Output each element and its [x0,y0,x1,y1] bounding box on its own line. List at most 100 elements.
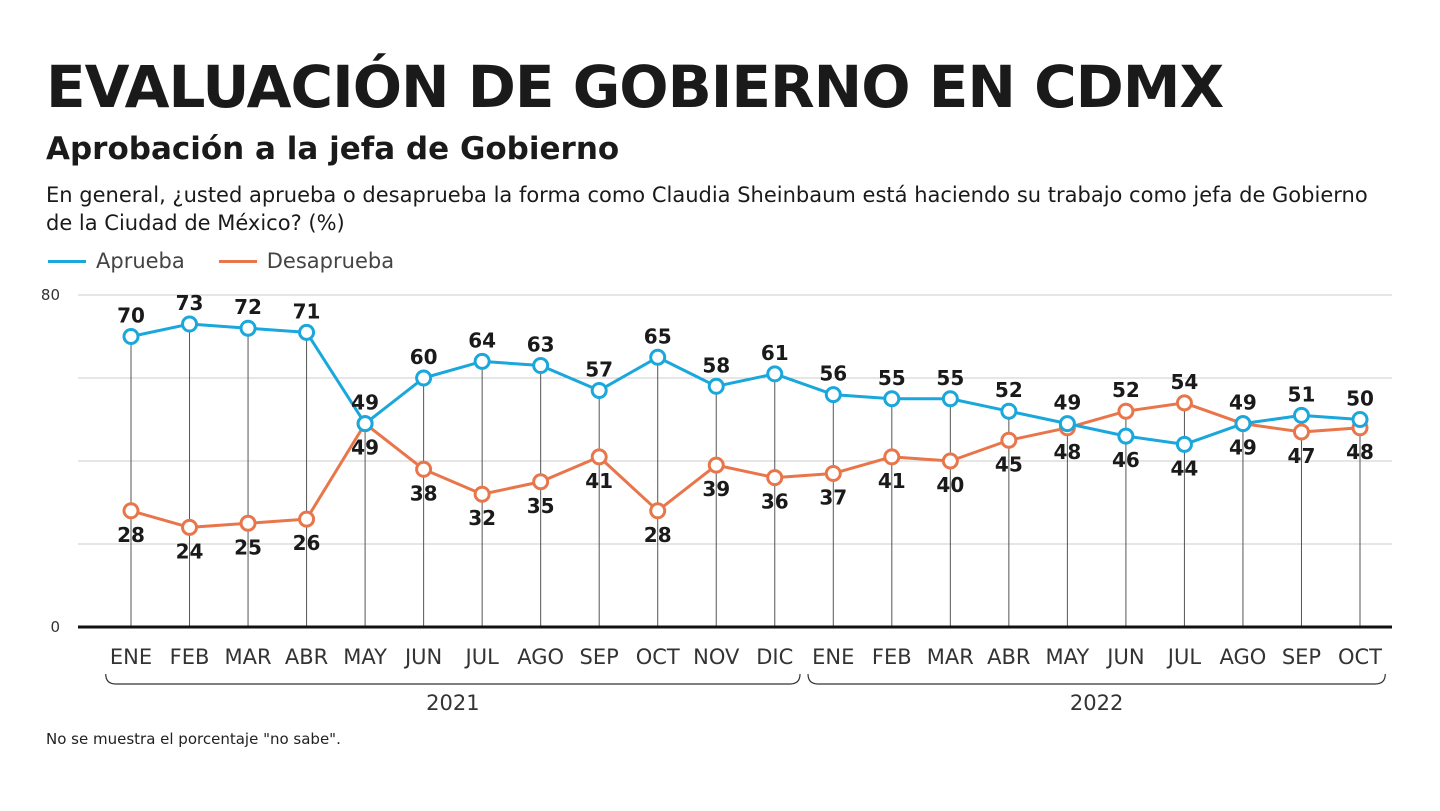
data-label-aprueba: 49 [351,391,379,415]
data-label-desaprueba: 49 [351,436,379,460]
data-point-aprueba [356,415,374,433]
data-label-aprueba: 50 [1346,387,1374,411]
data-label-desaprueba: 32 [468,506,496,530]
data-point-aprueba [532,357,550,375]
data-point-desaprueba [298,510,316,528]
data-point-desaprueba [1292,423,1310,441]
data-point-desaprueba [181,518,199,536]
legend-swatch-aprueba [48,259,86,263]
x-tick-label: SEP [580,645,619,669]
data-point-aprueba [883,390,901,408]
data-label-desaprueba: 54 [1171,370,1199,394]
data-point-desaprueba [824,464,842,482]
data-point-aprueba [1117,427,1135,445]
y-tick-label: 0 [50,618,60,636]
data-point-desaprueba [707,456,725,474]
data-label-aprueba: 64 [468,328,496,352]
x-tick-label: ABR [285,645,328,669]
data-label-desaprueba: 36 [761,490,789,514]
legend-item-desaprueba: Desaprueba [218,249,395,273]
data-label-desaprueba: 52 [1112,378,1140,402]
chart-title: EVALUACIÓN DE GOBIERNO EN CDMX [46,53,1224,121]
data-label-desaprueba: 40 [936,473,964,497]
data-point-desaprueba [941,452,959,470]
data-label-aprueba: 73 [176,291,204,315]
data-label-desaprueba: 25 [234,535,262,559]
x-tick-label: ENE [110,645,152,669]
data-label-desaprueba: 24 [176,539,204,563]
data-label-aprueba: 71 [293,299,321,323]
data-label-desaprueba: 39 [702,477,730,501]
data-label-aprueba: 56 [819,362,847,386]
x-tick-label: SEP [1282,645,1321,669]
data-label-desaprueba: 28 [644,523,672,547]
data-label-desaprueba: 45 [995,452,1023,476]
data-label-desaprueba: 37 [819,485,847,509]
data-label-aprueba: 60 [410,345,438,369]
data-label-aprueba: 63 [527,333,555,357]
data-label-desaprueba: 28 [117,523,145,547]
data-point-desaprueba [883,448,901,466]
year-label: 2022 [1070,691,1123,715]
x-tick-label: MAR [225,645,272,669]
legend-swatch-desaprueba [218,259,257,263]
data-label-aprueba: 44 [1171,456,1199,480]
data-point-aprueba [1175,435,1193,453]
year-label: 2021 [426,691,479,715]
x-tick-label: JUL [464,645,500,669]
data-point-aprueba [181,315,199,333]
data-label-aprueba: 72 [234,295,262,319]
x-tick-label: AGO [517,645,564,669]
footnote: No se muestra el porcentaje "no sabe". [46,730,341,748]
x-tick-label: NOV [693,645,740,669]
data-point-aprueba [824,386,842,404]
data-label-aprueba: 49 [1053,391,1081,415]
data-label-aprueba: 70 [117,304,145,328]
x-tick-label: OCT [636,645,680,669]
data-label-desaprueba: 38 [410,481,438,505]
x-tick-label: MAY [343,645,387,669]
data-point-aprueba [707,377,725,395]
data-label-aprueba: 52 [995,378,1023,402]
data-point-aprueba [415,369,433,387]
data-point-desaprueba [649,502,667,520]
data-point-desaprueba [590,448,608,466]
data-point-desaprueba [122,502,140,520]
data-point-aprueba [1351,411,1369,428]
legend-item-aprueba: Aprueba [48,249,185,273]
y-tick-label: 80 [41,286,60,304]
x-tick-label: ENE [812,645,854,669]
x-tick-label: DIC [756,645,793,669]
data-point-aprueba [1058,415,1076,433]
data-point-desaprueba [532,473,550,491]
data-point-desaprueba [239,514,257,532]
series-line-desaprueba [130,401,1361,529]
data-label-aprueba: 55 [878,366,906,390]
data-label-desaprueba: 49 [1229,436,1257,460]
data-point-desaprueba [473,485,491,503]
data-point-desaprueba [1117,402,1135,420]
data-point-aprueba [122,328,140,345]
chart-legend: Aprueba Desaprueba [48,247,428,275]
x-tick-label: OCT [1338,645,1382,669]
year-bracket [105,673,801,685]
data-point-aprueba [1292,406,1310,424]
data-label-desaprueba: 47 [1288,444,1316,468]
series-line-aprueba [130,322,1361,446]
data-label-desaprueba: 41 [878,469,906,493]
legend-label-desaprueba: Desaprueba [266,249,395,273]
x-tick-label: JUL [1166,645,1202,669]
data-point-desaprueba [415,460,433,478]
chart-subtitle: Aprobación a la jefa de Gobierno [46,131,620,167]
x-tick-label: JUN [403,645,442,669]
data-label-aprueba: 55 [936,366,964,390]
data-point-aprueba [1000,402,1018,420]
data-label-aprueba: 58 [702,353,730,377]
data-point-aprueba [941,390,959,408]
x-tick-label: MAR [927,645,974,669]
data-label-desaprueba: 26 [293,531,321,555]
data-label-aprueba: 46 [1112,448,1140,472]
data-label-aprueba: 49 [1229,391,1257,415]
x-tick-label: AGO [1220,645,1267,669]
data-point-aprueba [298,323,316,341]
